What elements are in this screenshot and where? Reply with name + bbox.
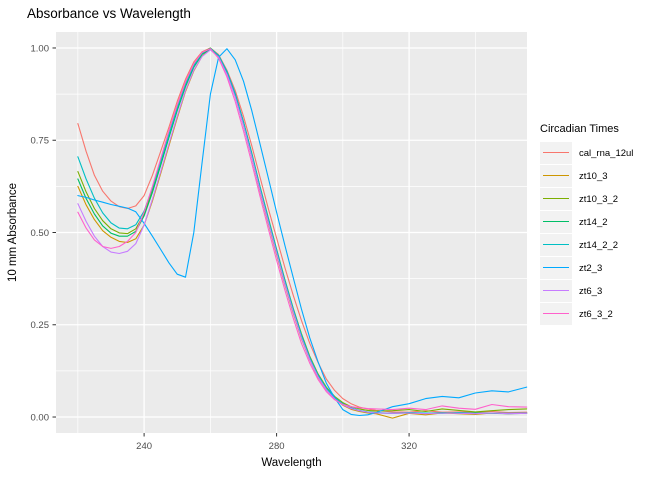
- legend-item: zt10_3: [540, 165, 672, 187]
- legend-items: cal_rna_12ul zt10_3 zt10_3_2 zt14_2 zt14_2_2…: [540, 142, 672, 325]
- legend-label: zt10_3: [579, 170, 608, 182]
- legend-item: zt2_3: [540, 257, 672, 279]
- series-line-zt6_3_2: [77, 48, 528, 411]
- legend-key-swatch: [540, 165, 572, 187]
- legend-label: zt2_3: [579, 262, 603, 274]
- legend-item: zt14_2: [540, 211, 672, 233]
- series-line-cal_rna_12ul: [77, 47, 528, 414]
- y-axis-tick-label: 0.25: [31, 320, 50, 331]
- y-axis-title: 10 mm Absorbance: [7, 183, 19, 282]
- series-line-zt2_3: [77, 48, 528, 417]
- legend-item: cal_rna_12ul: [540, 142, 672, 164]
- legend-title: Circadian Times: [540, 123, 619, 135]
- legend-label: cal_rna_12ul: [579, 147, 634, 159]
- legend-label: zt10_3_2: [579, 193, 619, 205]
- legend-key-swatch: [540, 257, 572, 279]
- series-line-zt6_3: [77, 49, 528, 415]
- legend-key-line: [543, 175, 569, 177]
- legend-key-swatch: [540, 303, 572, 325]
- legend-key-line: [543, 290, 569, 292]
- legend-key-line: [543, 198, 569, 200]
- legend-key-swatch: [540, 188, 572, 210]
- x-axis-tick-label: 280: [269, 441, 285, 452]
- legend-label: zt14_2_2: [579, 239, 619, 251]
- legend-label: zt6_3_2: [579, 308, 613, 320]
- chart-title: Absorbance vs Wavelength: [27, 6, 191, 21]
- x-axis-tick-label: 240: [136, 441, 152, 452]
- legend-item: zt14_2_2: [540, 234, 672, 256]
- y-axis-tick-label: 0.75: [31, 136, 50, 147]
- legend-item: zt10_3_2: [540, 188, 672, 210]
- legend-item: zt6_3: [540, 280, 672, 302]
- y-axis-tick-label: 0.50: [31, 228, 50, 239]
- legend-label: zt14_2: [579, 216, 608, 228]
- legend-key-line: [543, 267, 569, 269]
- y-axis-tick-label: 1.00: [31, 43, 50, 54]
- legend-key-line: [543, 221, 569, 223]
- legend-key-swatch: [540, 280, 572, 302]
- legend-label: zt6_3: [579, 285, 603, 297]
- legend-item: zt6_3_2: [540, 303, 672, 325]
- legend-key-line: [543, 244, 569, 246]
- legend-key-swatch: [540, 142, 572, 164]
- x-axis-tick-label: 320: [401, 441, 417, 452]
- legend-key-swatch: [540, 211, 572, 233]
- legend: Circadian Times cal_rna_12ul zt10_3 zt10_3…: [540, 123, 672, 326]
- x-axis-title: Wavelength: [261, 457, 321, 469]
- legend-key-line: [543, 313, 569, 315]
- legend-key-line: [543, 152, 569, 154]
- y-axis-tick-label: 0.00: [31, 412, 50, 423]
- legend-key-swatch: [540, 234, 572, 256]
